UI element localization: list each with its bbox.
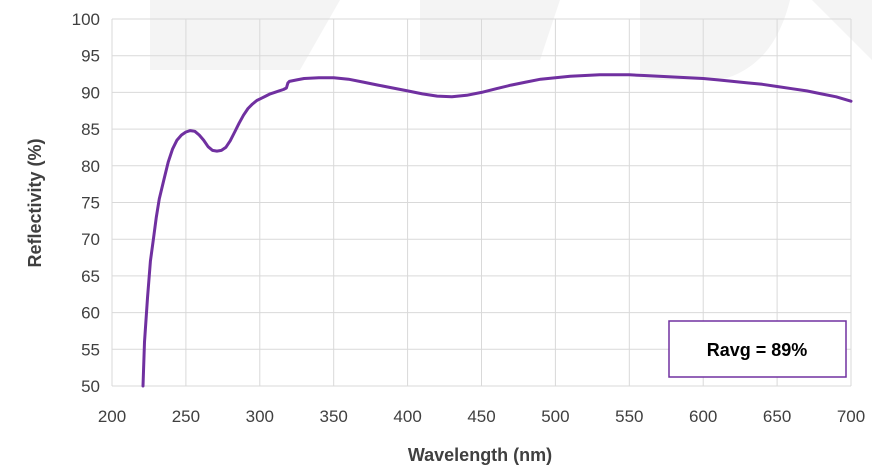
y-tick-label: 50 bbox=[81, 377, 100, 396]
tick-labels: 50 55 60 65 70 75 80 85 90 95 100 200 250 300 350 400 45… bbox=[72, 10, 866, 426]
y-tick-label: 65 bbox=[81, 267, 100, 286]
watermark bbox=[150, 0, 872, 80]
y-tick-label: 75 bbox=[81, 194, 100, 213]
y-tick-label: 95 bbox=[81, 47, 100, 66]
y-tick-label: 85 bbox=[81, 120, 100, 139]
x-tick-label: 300 bbox=[246, 407, 274, 426]
x-tick-label: 550 bbox=[615, 407, 643, 426]
series-layer bbox=[141, 73, 853, 388]
annotation-ravg: Ravg = 89% bbox=[707, 340, 808, 360]
x-tick-label: 350 bbox=[320, 407, 348, 426]
x-tick-label: 450 bbox=[467, 407, 495, 426]
y-tick-label: 100 bbox=[72, 10, 100, 29]
series-line-reflectivity bbox=[141, 73, 853, 388]
grid bbox=[111, 18, 852, 387]
annotation-box: Ravg = 89% bbox=[668, 320, 847, 378]
x-tick-label: 250 bbox=[172, 407, 200, 426]
x-axis-title: Wavelength (nm) bbox=[408, 445, 552, 465]
y-tick-label: 60 bbox=[81, 304, 100, 323]
x-tick-label: 200 bbox=[98, 407, 126, 426]
x-tick-label: 400 bbox=[393, 407, 421, 426]
x-tick-label: 500 bbox=[541, 407, 569, 426]
x-tick-label: 700 bbox=[837, 407, 865, 426]
y-tick-label: 55 bbox=[81, 340, 100, 359]
y-tick-label: 70 bbox=[81, 230, 100, 249]
x-tick-label: 600 bbox=[689, 407, 717, 426]
y-tick-label: 90 bbox=[81, 83, 100, 102]
x-tick-label: 650 bbox=[763, 407, 791, 426]
y-tick-label: 80 bbox=[81, 157, 100, 176]
annotation-border bbox=[668, 320, 847, 378]
y-axis-title: Reflectivity (%) bbox=[25, 138, 45, 267]
